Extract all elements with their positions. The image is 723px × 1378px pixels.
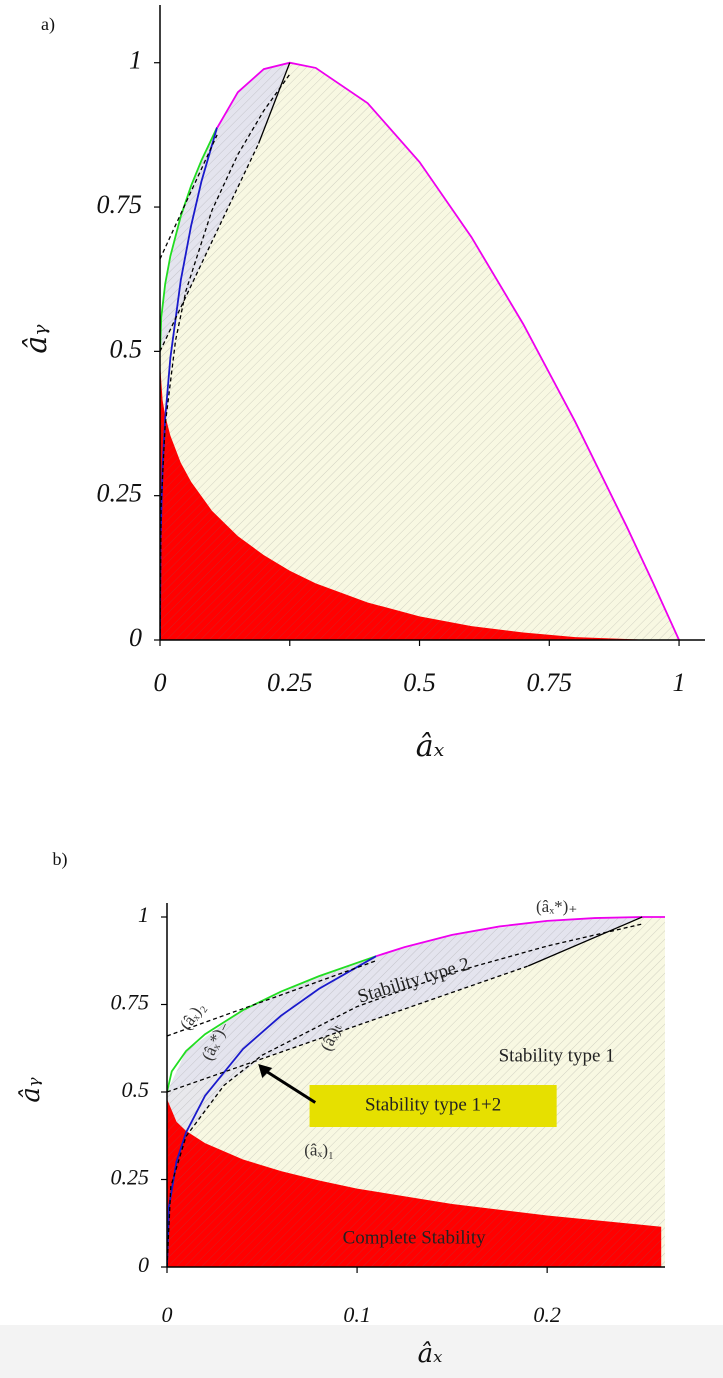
y-tick-label: 0.75 xyxy=(97,190,143,219)
shaded-region xyxy=(167,1058,263,1137)
curve xyxy=(167,955,377,1093)
arrow-shaft xyxy=(263,1068,317,1104)
annotation: (âₓ*)₊ xyxy=(536,897,577,916)
x-tick-label: 0.75 xyxy=(527,668,573,697)
y-tick-label: 0.25 xyxy=(97,479,143,508)
curve xyxy=(167,923,643,1267)
x-tick-label: 0.1 xyxy=(343,1302,371,1327)
y-tick-label: 0 xyxy=(138,1252,149,1277)
shaded-region xyxy=(167,917,643,1092)
y-axis-title: âᵧ xyxy=(16,1077,46,1103)
curve xyxy=(160,73,291,640)
shaded-region xyxy=(160,62,680,640)
panel-label: a) xyxy=(41,14,55,35)
annotation: Complete Stability xyxy=(343,1227,487,1248)
y-tick-label: 0 xyxy=(129,623,142,652)
arrow-head xyxy=(258,1064,273,1078)
plot-area xyxy=(160,61,680,640)
curve xyxy=(167,955,377,1267)
area xyxy=(160,362,638,640)
x-tick-label: 0 xyxy=(162,1302,173,1327)
bottom-band xyxy=(0,1325,723,1378)
annotation: (âₓ)₁ xyxy=(304,1140,334,1159)
x-tick-label: 0.25 xyxy=(267,668,313,697)
x-axis-title: âₓ xyxy=(416,729,445,764)
x-tick-label: 0.2 xyxy=(533,1302,561,1327)
curve xyxy=(258,62,291,144)
curve xyxy=(160,127,218,640)
curve xyxy=(216,61,680,640)
panel-label: b) xyxy=(53,849,68,870)
shaded-region xyxy=(160,62,290,352)
area xyxy=(167,1099,662,1267)
y-tick-label: 1 xyxy=(138,902,149,927)
curve xyxy=(167,965,529,1093)
y-tick-label: 0.5 xyxy=(122,1077,150,1102)
y-tick-label: 1 xyxy=(129,46,142,75)
curve xyxy=(160,126,218,352)
curve xyxy=(167,960,377,1037)
annotation: (âₓ)₂ xyxy=(176,998,209,1033)
curve xyxy=(527,916,643,967)
x-tick-label: 0.5 xyxy=(403,668,436,697)
y-tick-label: 0.25 xyxy=(111,1165,150,1190)
curve xyxy=(375,916,665,958)
box-label: Stability type 1+2 xyxy=(365,1094,501,1115)
annotation: Stability type 1 xyxy=(499,1045,615,1066)
y-tick-label: 0.5 xyxy=(110,334,143,363)
curve xyxy=(160,134,218,260)
x-axis-title: âₓ xyxy=(418,1339,443,1369)
y-tick-label: 0.75 xyxy=(111,990,150,1015)
x-tick-label: 1 xyxy=(673,668,686,697)
x-tick-label: 0 xyxy=(154,668,167,697)
label-box xyxy=(309,1085,557,1127)
curve xyxy=(160,143,260,352)
y-axis-title: âᵧ xyxy=(19,324,54,354)
